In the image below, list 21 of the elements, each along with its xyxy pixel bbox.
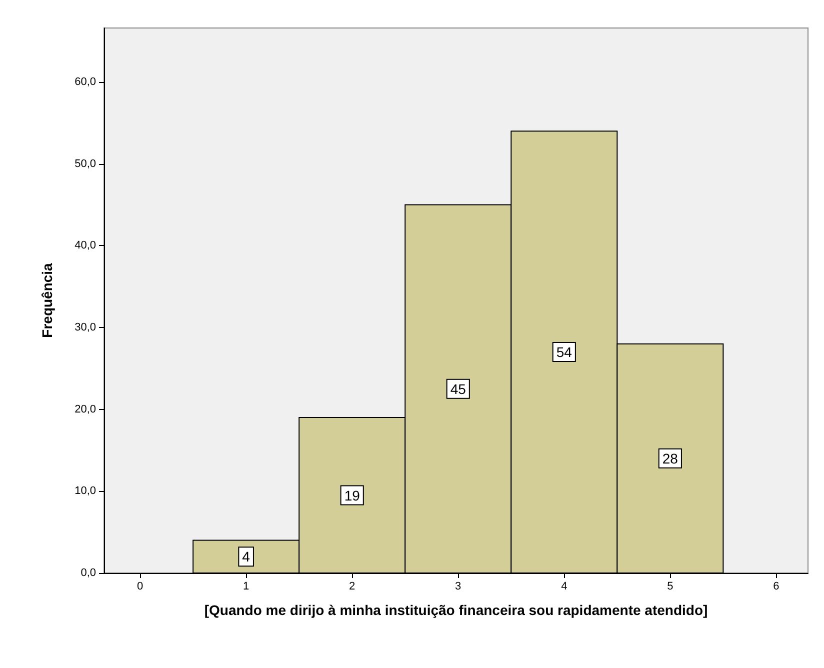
y-tick-label: 50,0 — [74, 158, 96, 170]
x-tick-label: 4 — [561, 580, 568, 592]
y-tick-label: 0,0 — [80, 567, 96, 579]
x-tick-label: 5 — [667, 580, 674, 592]
y-tick-label: 30,0 — [74, 322, 96, 334]
x-tick-label: 1 — [243, 580, 250, 592]
x-axis-title: [Quando me dirijo à minha instituição financeira sou rapidamente atendido] — [204, 602, 708, 618]
x-tick-label: 3 — [455, 580, 462, 592]
x-tick-label: 2 — [349, 580, 356, 592]
data-label: 4 — [242, 548, 250, 565]
data-label: 19 — [344, 487, 360, 504]
y-tick-label: 10,0 — [74, 485, 96, 498]
y-tick-label: 20,0 — [74, 403, 96, 416]
y-tick-label: 60,0 — [74, 76, 96, 88]
y-tick-label: 40,0 — [74, 240, 96, 252]
data-label: 45 — [450, 380, 466, 397]
data-label: 28 — [662, 450, 678, 466]
y-axis-title: Frequência — [39, 262, 55, 338]
x-tick-label: 6 — [773, 580, 780, 592]
data-label: 54 — [556, 344, 572, 360]
x-tick-label: 0 — [136, 580, 144, 592]
